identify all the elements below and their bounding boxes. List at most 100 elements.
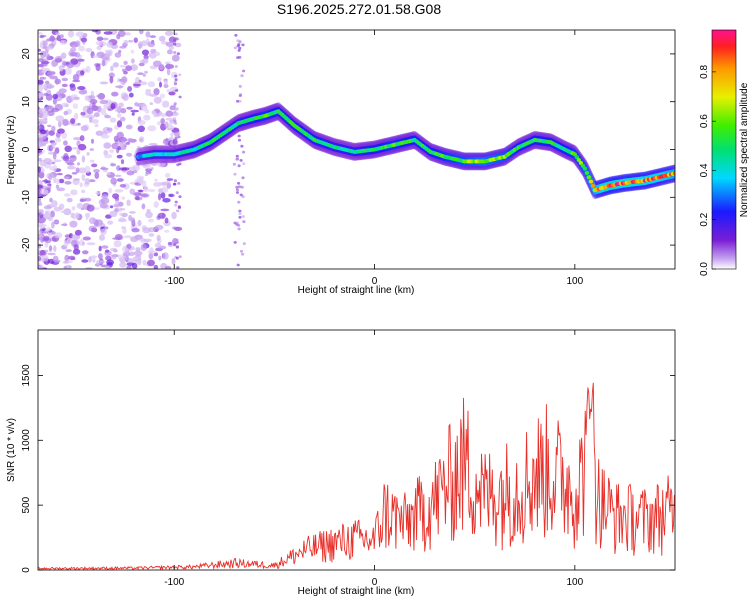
noise-mark	[69, 154, 77, 162]
noise-mark	[58, 178, 65, 184]
noise-mark	[46, 83, 53, 89]
noise-mark	[99, 99, 109, 105]
noise-mark	[38, 222, 44, 228]
noise-mark	[168, 91, 176, 96]
noise-mark	[126, 106, 133, 110]
noise-mark	[125, 141, 131, 145]
noise-mark	[50, 146, 56, 149]
noise-mark	[89, 148, 95, 151]
noise-mark	[40, 189, 49, 195]
noise-mark	[149, 102, 153, 106]
noise-mark	[90, 138, 95, 144]
noise-mark	[176, 37, 180, 41]
noise-mark	[38, 255, 42, 262]
noise-mark	[164, 217, 169, 224]
noise-mark	[66, 95, 75, 103]
noise-mark	[38, 138, 44, 141]
noise-mark	[114, 52, 122, 58]
noise-mark	[141, 49, 150, 56]
noise-mark	[110, 177, 117, 185]
noise-mark	[238, 185, 242, 189]
noise-mark	[73, 244, 79, 251]
x-tick-label: -100	[164, 276, 184, 287]
noise-mark	[236, 263, 240, 267]
noise-mark	[98, 245, 102, 252]
noise-mark	[148, 253, 154, 260]
noise-mark	[64, 67, 72, 75]
noise-mark	[65, 249, 72, 253]
noise-mark	[176, 52, 180, 56]
noise-mark	[238, 215, 242, 219]
noise-mark	[176, 241, 180, 244]
noise-mark	[95, 191, 101, 195]
noise-mark	[55, 32, 61, 36]
noise-mark	[38, 230, 42, 238]
noise-mark	[127, 166, 136, 171]
noise-mark	[140, 193, 150, 198]
noise-mark	[177, 135, 181, 139]
colorbar-tick-label: 0.2	[699, 212, 710, 226]
noise-mark	[63, 140, 68, 146]
colorbar-tick-label: 0.8	[699, 64, 710, 78]
noise-mark	[144, 173, 149, 177]
noise-mark	[93, 169, 100, 173]
noise-mark	[104, 154, 113, 159]
noise-mark	[176, 266, 180, 269]
noise-mark	[233, 241, 237, 244]
noise-mark	[128, 39, 134, 43]
noise-mark	[112, 237, 121, 240]
noise-mark	[153, 264, 159, 269]
noise-mark	[117, 78, 121, 83]
noise-mark	[40, 61, 50, 65]
noise-mark	[47, 124, 52, 128]
noise-mark	[120, 108, 127, 114]
noise-mark	[237, 164, 241, 168]
noise-mark	[175, 89, 179, 92]
noise-mark	[173, 179, 177, 183]
noise-mark	[173, 81, 177, 84]
noise-mark	[52, 93, 59, 100]
noise-mark	[61, 83, 68, 88]
noise-mark	[240, 74, 244, 78]
noise-mark	[238, 212, 242, 216]
noise-mark	[128, 214, 133, 222]
noise-mark	[38, 125, 41, 130]
noise-mark	[53, 220, 60, 224]
noise-mark	[117, 113, 122, 118]
noise-mark	[165, 172, 171, 178]
ridge-core	[672, 171, 675, 176]
y-tick-label: 1500	[21, 364, 32, 387]
noise-mark	[176, 209, 180, 213]
ridge-core	[576, 158, 581, 162]
noise-mark	[123, 71, 128, 75]
noise-mark	[47, 183, 52, 186]
noise-mark	[80, 37, 88, 43]
noise-mark	[99, 203, 109, 209]
noise-mark	[171, 211, 177, 220]
y-tick-label: 500	[21, 496, 32, 513]
noise-mark	[71, 234, 81, 241]
noise-mark	[59, 34, 64, 39]
noise-mark	[232, 162, 236, 166]
colorbar-frame	[711, 29, 737, 270]
noise-mark	[56, 172, 63, 176]
noise-mark	[143, 145, 151, 152]
noise-mark	[94, 172, 100, 179]
noise-mark	[61, 102, 68, 108]
snr-series-line	[38, 382, 675, 570]
noise-mark	[100, 108, 107, 116]
noise-mark	[145, 211, 153, 219]
noise-mark	[44, 117, 48, 121]
noise-mark	[101, 37, 109, 41]
noise-mark	[71, 172, 78, 175]
noise-mark	[91, 30, 99, 33]
noise-mark	[108, 187, 113, 194]
noise-mark	[101, 193, 109, 199]
noise-mark	[56, 178, 60, 185]
noise-mark	[134, 102, 139, 107]
noise-mark	[47, 231, 53, 239]
noise-mark	[166, 89, 171, 93]
noise-mark	[153, 60, 162, 67]
noise-mark	[38, 79, 44, 85]
noise-mark	[178, 255, 182, 259]
